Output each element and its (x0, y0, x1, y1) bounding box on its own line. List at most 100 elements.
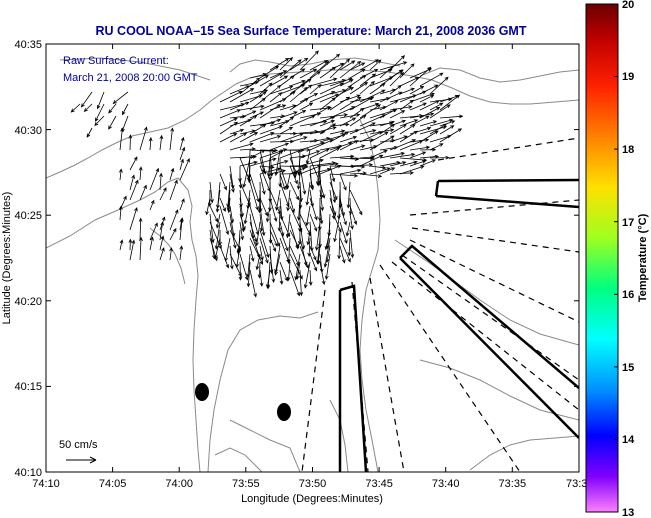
current-vector (339, 173, 347, 191)
current-vector (239, 221, 245, 241)
current-vector (128, 134, 133, 151)
current-vector (179, 158, 190, 181)
current-vector (316, 245, 321, 265)
current-vector (249, 149, 266, 159)
current-vector (249, 91, 267, 103)
current-vector (296, 157, 301, 176)
current-vector (359, 129, 377, 135)
current-vector (259, 157, 266, 174)
current-vector (429, 76, 449, 95)
current-vector (439, 120, 456, 127)
current-vector (299, 158, 324, 167)
x-tick-label: 73:55 (232, 478, 260, 490)
current-vector (149, 236, 154, 251)
current-vector (227, 197, 231, 214)
current-vector (259, 213, 264, 232)
current-vector (159, 247, 165, 261)
current-vector (319, 181, 326, 199)
radar-site-marker (195, 383, 209, 401)
current-vector (249, 269, 257, 298)
current-vector (339, 164, 366, 169)
current-vector (299, 93, 319, 103)
current-vector (249, 245, 255, 262)
current-vector (439, 94, 461, 111)
current-vector (295, 261, 301, 280)
current-vector (339, 221, 348, 244)
current-vector (129, 239, 136, 261)
current-vector (419, 159, 437, 167)
current-vector (229, 253, 242, 278)
current-vector (329, 197, 337, 216)
current-vector (299, 68, 318, 79)
current-vector (289, 229, 300, 249)
colorbar-tick-label: 20 (622, 0, 634, 11)
current-vector (399, 160, 418, 167)
current-vector (259, 104, 281, 119)
current-vector (269, 197, 278, 222)
current-vector (345, 221, 351, 237)
current-vector (243, 197, 251, 225)
current-vector (323, 237, 331, 268)
current-vector (274, 149, 281, 177)
current-vector (289, 269, 301, 297)
current-vector (149, 167, 160, 191)
current-vector (319, 189, 325, 212)
current-vector (309, 245, 317, 261)
current-vector (399, 87, 415, 95)
current-vector (429, 123, 447, 135)
current-vector (259, 237, 269, 264)
current-vector (389, 110, 406, 119)
current-vector (329, 205, 342, 233)
current-vector (333, 213, 341, 243)
current-vector (409, 102, 427, 111)
current-vector (86, 127, 93, 138)
current-vector (379, 123, 396, 135)
current-vector (329, 131, 350, 143)
current-vector (349, 114, 367, 127)
current-vector (349, 68, 366, 79)
current-vector (329, 165, 336, 183)
current-vector (319, 93, 340, 103)
current-vector (299, 102, 314, 111)
current-vector (339, 245, 346, 264)
current-vector (239, 213, 246, 231)
current-vector (219, 109, 242, 119)
current-vector (329, 106, 356, 119)
colorbar-tick-label: 16 (622, 289, 634, 301)
current-vector (359, 80, 375, 95)
current-vector (319, 97, 337, 111)
current-vector (219, 173, 227, 191)
surface-current-vectors (70, 50, 464, 298)
current-vector (255, 253, 261, 271)
current-vector (359, 73, 377, 87)
current-vector (309, 139, 334, 151)
current-vector (419, 125, 448, 135)
y-tick-label: 40:15 (14, 381, 42, 393)
current-vector (279, 197, 284, 221)
current-vector (379, 167, 396, 175)
current-vector (419, 130, 439, 143)
current-vector (259, 197, 269, 217)
current-vector (279, 75, 295, 87)
colorbar-ticks (614, 76, 618, 440)
radar-sector-outlines (338, 178, 579, 472)
current-vector (214, 237, 221, 260)
coastline (46, 57, 579, 472)
current-vector (129, 179, 139, 201)
current-vector (289, 57, 309, 71)
current-vector (118, 205, 123, 221)
current-vector (409, 145, 431, 151)
current-vector (299, 269, 304, 297)
current-vector (259, 135, 282, 143)
current-vector (255, 221, 261, 247)
current-vector (409, 151, 427, 159)
current-vector (346, 181, 351, 209)
current-vector (119, 239, 124, 251)
current-vector (179, 198, 185, 211)
current-vector (229, 173, 235, 193)
current-vector (399, 99, 414, 111)
current-vector (419, 107, 441, 119)
current-vector (129, 174, 135, 191)
current-vector (219, 245, 230, 269)
